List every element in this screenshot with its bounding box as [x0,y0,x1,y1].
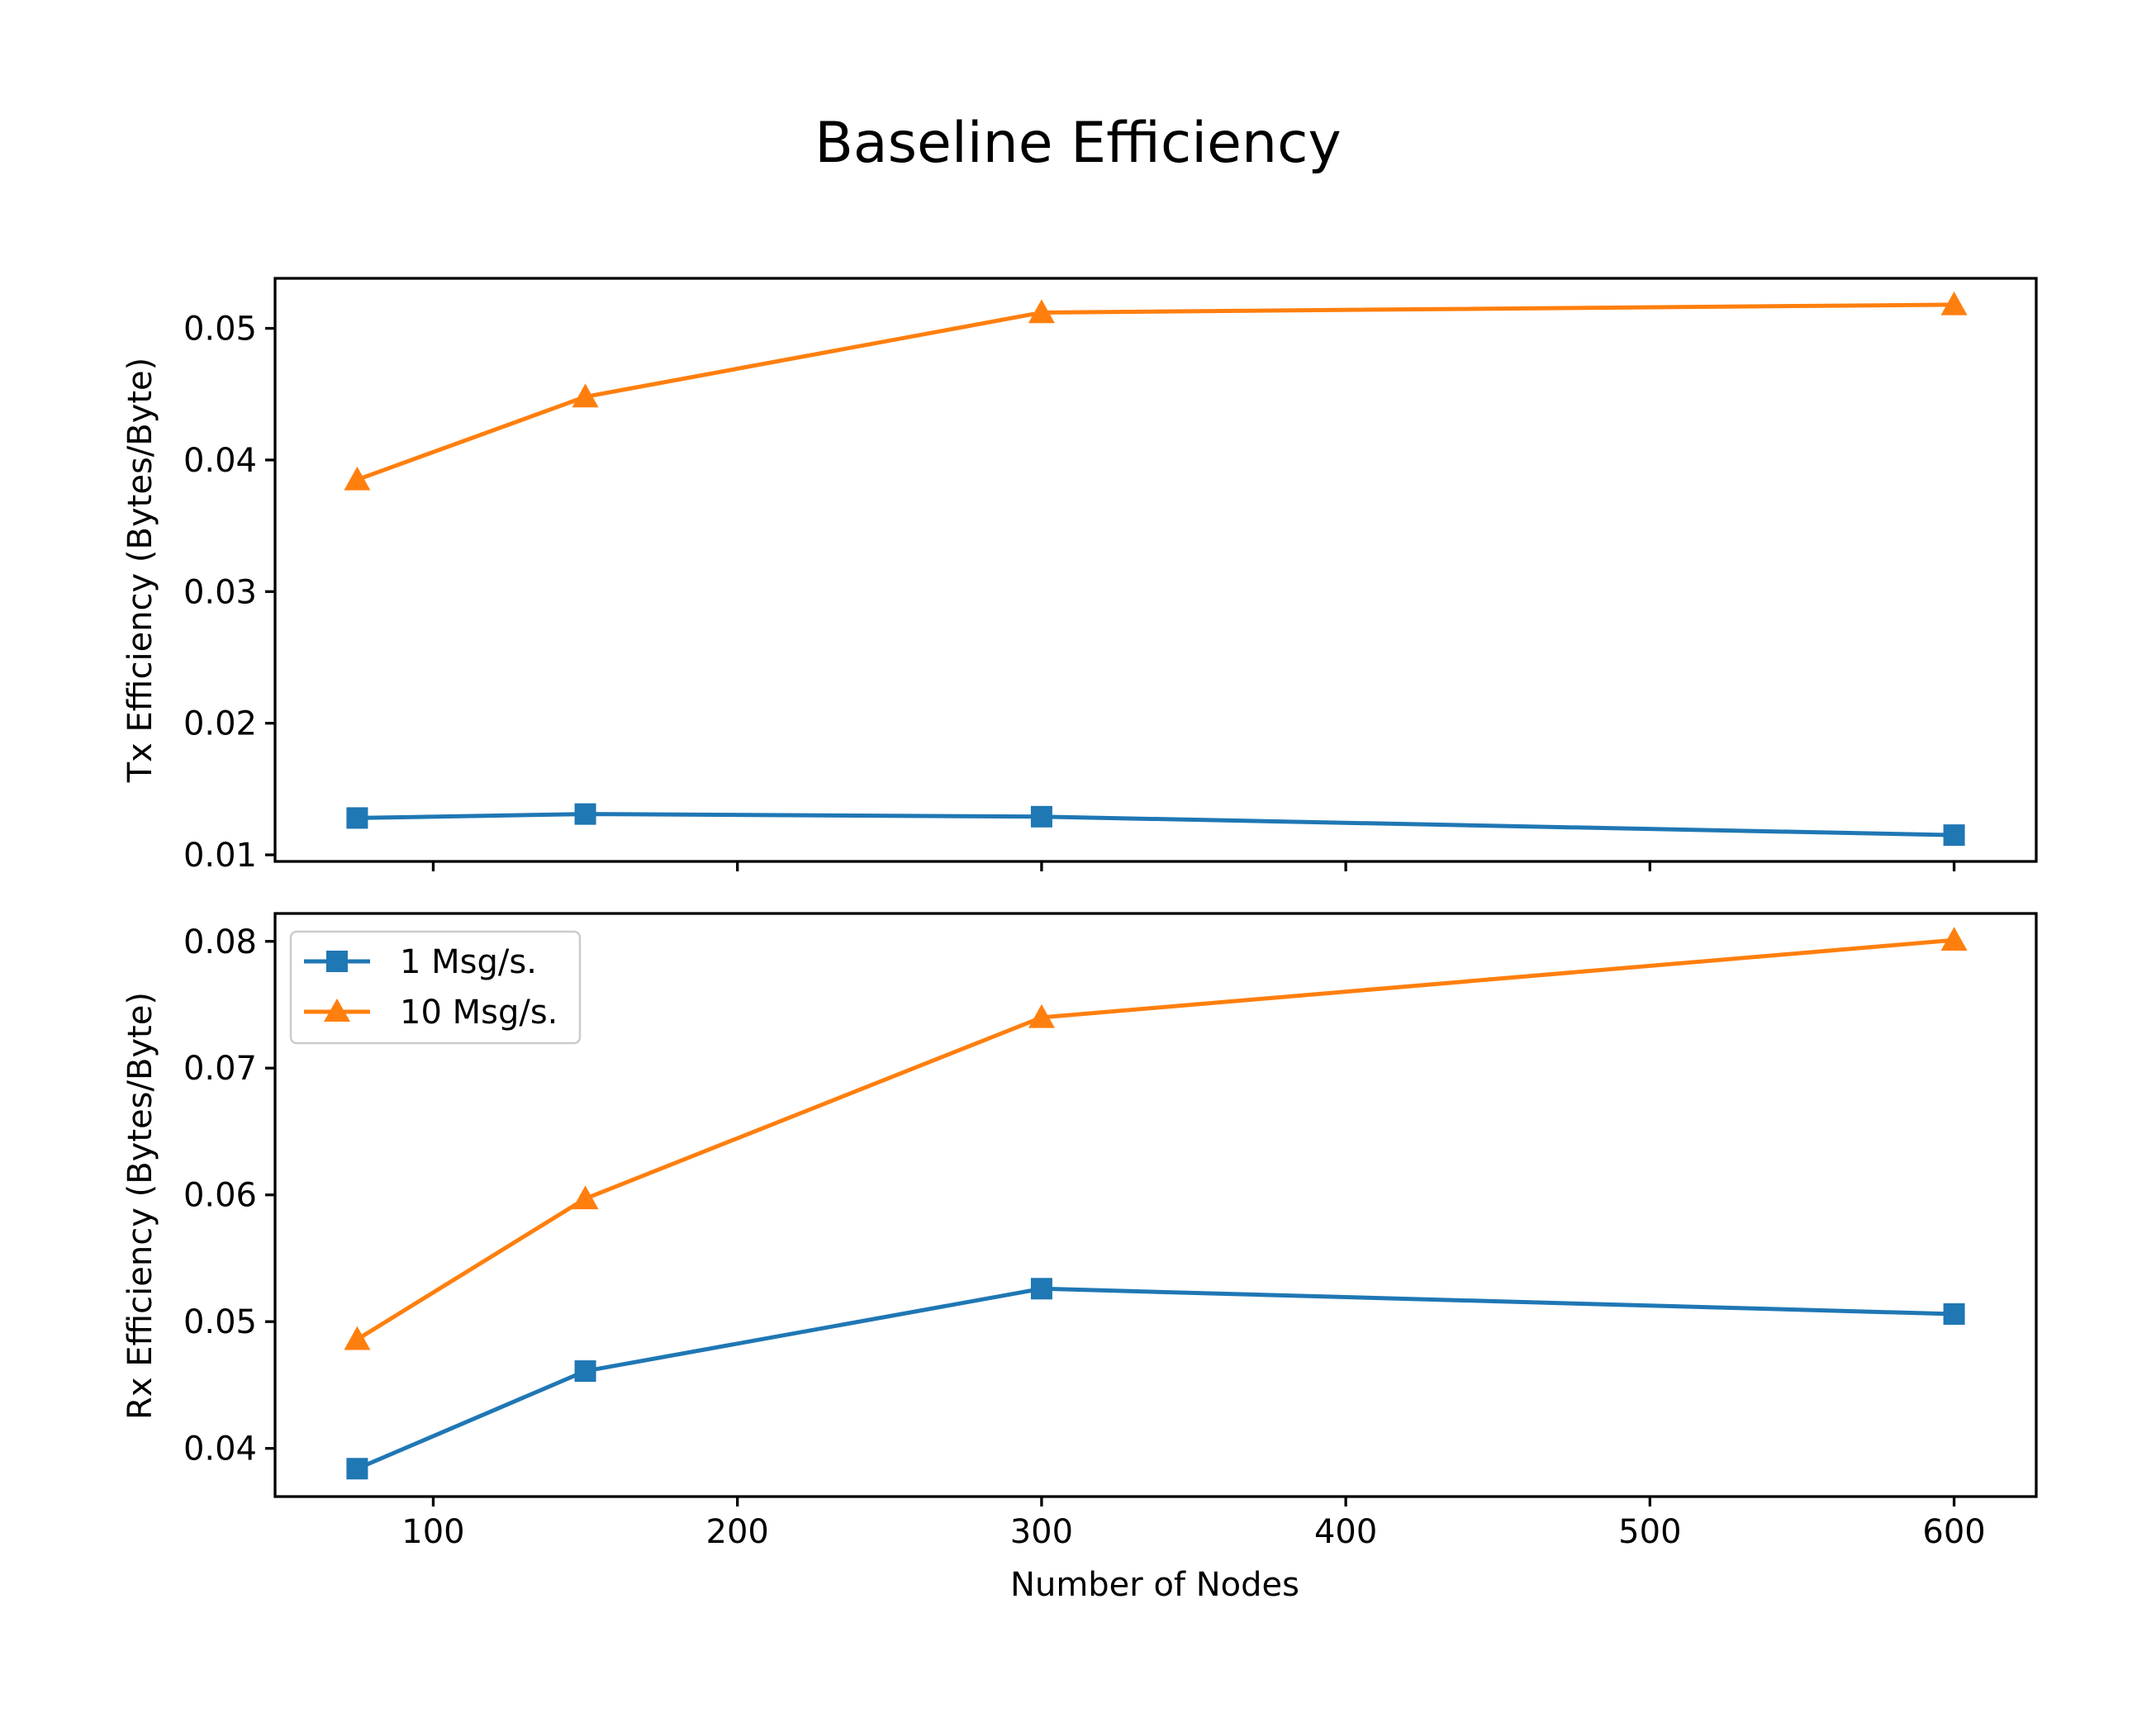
bottom-y-tick-label-2: 0.05 [183,1303,257,1341]
bottom-y-tick-label-4: 0.07 [183,1050,257,1088]
top-series-2-point-4 [1940,291,1968,316]
top-y-tick-label-1: 0.01 [183,837,257,875]
bottom-series-2-point-3 [1028,1003,1055,1028]
bottom-series-2-point-4 [1940,927,1968,951]
top-y-tick-label-2: 0.02 [183,705,257,743]
top-series-1-point-4 [1943,824,1965,847]
top-series-2-point-3 [1028,299,1055,324]
bottom-y-tick-label-3: 0.06 [183,1177,257,1215]
bottom-x-tick-label-3: 300 [1010,1513,1073,1551]
top-series-1-point-1 [346,807,368,829]
bottom-x-tick-label-4: 400 [1314,1513,1377,1551]
bottom-x-tick-label-6: 600 [1922,1513,1985,1551]
top-series-2-point-1 [344,466,371,491]
bottom-subplot-y-axis-label: Rx Efficiency (Bytes/Byte) [121,992,159,1420]
top-subplot-plot-area: 0.01 0.02 0.03 0.04 0.05 [183,277,2038,875]
bottom-series-2-line [356,937,1954,1341]
top-series-1-point-3 [1030,805,1052,828]
top-series-1-line [357,812,1954,837]
bottom-axes-frame [273,912,2038,1498]
top-series-2-point-2 [572,383,599,408]
bottom-y-tick-label-5: 0.08 [183,923,257,961]
legend-label-2: 10 Msg/s. [400,994,558,1032]
bottom-series-1-line [356,1286,1954,1471]
bottom-y-tick-label-1: 0.04 [183,1430,257,1468]
top-y-tick-label-5: 0.05 [183,311,257,349]
bottom-subplot: 100 200 300 400 500 600 0.04 0.05 0.06 0.07 0.08 R… [121,912,2038,1604]
legend: 1 Msg/s. 10 Msg/s. [289,930,582,1045]
top-y-tick-label-3: 0.03 [183,573,257,611]
bottom-x-tick-label-1: 100 [401,1513,464,1551]
top-y-tick-label-4: 0.04 [183,442,257,480]
legend-label-1: 1 Msg/s. [400,943,537,981]
bottom-subplot-plot-area: 100 200 300 400 500 600 0.04 0.05 0.06 0.07 0.08 [183,912,2038,1551]
top-series-1-point-2 [574,803,596,825]
bottom-series-1-point-3 [1030,1278,1052,1300]
x-axis-label: Number of Nodes [1010,1566,1299,1604]
bottom-series-1-point-4 [1943,1302,1965,1325]
bottom-series-2-point-1 [344,1326,371,1350]
bottom-x-tick-label-2: 200 [706,1513,769,1551]
legend-marker-square [326,951,348,972]
legend-marker-triangle [324,999,350,1022]
bottom-series-2-point-2 [572,1185,599,1210]
bottom-series-1-point-1 [346,1458,368,1480]
top-series-2-line [356,302,1954,482]
top-subplot-y-axis-label: Tx Efficiency (Bytes/Byte) [121,358,159,784]
top-axes-frame [273,277,2038,863]
top-subplot: 0.01 0.02 0.03 0.04 0.05 Tx Efficiency (Byte… [121,277,2038,875]
bottom-x-tick-label-5: 500 [1618,1513,1681,1551]
chart-title: Baseline Efficiency [814,111,1341,176]
bottom-series-1-point-2 [574,1360,596,1383]
